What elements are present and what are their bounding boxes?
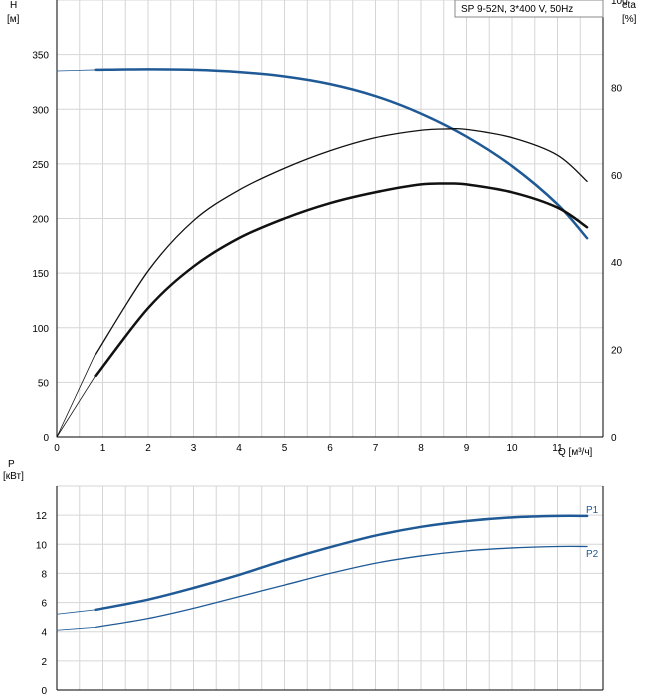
top-chart-grid [56,0,604,438]
x-tick-label: 7 [373,443,379,454]
y-tick-label-power: 10 [36,540,48,551]
bottom-chart-curves [56,514,589,631]
y-axis-unit-head: [м] [7,14,20,25]
y-tick-label-power: 4 [41,628,47,639]
efficiency-total-curve-extrapolated-line [56,353,97,438]
y-tick-label-power: 6 [41,599,47,610]
p2-curve-line [95,545,588,628]
head-curve-line [94,68,589,240]
y-tick-label-power: 0 [41,686,47,697]
x-axis-title-flow: Q [м³/ч] [558,447,593,458]
efficiency-pump-curve-extrapolated-line [56,375,97,438]
y-tick-label-head: 0 [43,433,49,444]
y-axis-title-eta: eta [622,0,636,11]
y-tick-label-head: 50 [38,378,50,389]
legend-box: SP 9-52N, 3*400 V, 50Hz [454,0,604,18]
p1-curve-line [94,514,589,612]
y-tick-label-head: 150 [32,269,49,280]
x-tick-label: 6 [327,443,333,454]
x-tick-label: 5 [282,443,288,454]
y-tick-label-eta: 20 [611,346,623,357]
legend-box-text: SP 9-52N, 3*400 V, 50Hz [461,4,573,15]
efficiency-pump-curve-line [94,182,589,378]
y-tick-label-head: 200 [32,215,49,226]
x-tick-label: 0 [54,443,60,454]
y-tick-label-head: 100 [32,324,49,335]
y-axis-unit-eta: [%] [622,14,637,25]
top-chart-tick-labels: 0 1 2 3 4 5 6 7 8 9 10 11 0 50 100 150 200 250 300 350 0 20 40… [32,0,628,454]
head-curve-extrapolated-line [56,69,97,72]
legend-p2: P2 [586,549,599,560]
y-tick-label-eta: 100 [611,0,628,7]
y-tick-label-power: 8 [41,569,47,580]
y-tick-label-eta: 80 [611,83,623,94]
p1-curve-extrapolated-line [56,609,97,615]
bottom-chart-grid [56,485,604,691]
y-tick-label-head: 250 [32,160,49,171]
y-axis-title-head: H [10,0,17,11]
x-tick-label: 8 [418,443,424,454]
x-tick-label: 10 [506,443,518,454]
y-axis-title-power: P [8,459,15,470]
x-tick-label: 9 [464,443,470,454]
y-tick-label-eta: 60 [611,171,623,182]
y-tick-label-eta: 40 [611,258,623,269]
x-tick-label: 1 [100,443,106,454]
efficiency-total-curve-line [95,127,588,355]
x-tick-label: 3 [191,443,197,454]
x-tick-label: 4 [236,443,242,454]
legend-box-frame [454,0,604,18]
legend-p1: P1 [586,505,599,516]
y-tick-label-power: 12 [36,511,48,522]
top-chart-axes [56,0,604,438]
top-chart-curves [56,68,589,438]
y-tick-label-head: 350 [32,51,49,62]
p2-curve-extrapolated-line [56,626,97,631]
bottom-chart-tick-labels: 0 2 4 6 8 10 12 [36,511,48,697]
x-tick-label: 2 [145,443,151,454]
y-tick-label-eta: 0 [611,433,617,444]
x-tick-label: 11 [552,443,563,454]
y-tick-label-head: 300 [32,105,49,116]
y-tick-label-power: 2 [41,657,47,668]
bottom-chart-axes [56,486,604,691]
y-axis-unit-power: [кВт] [3,471,24,482]
